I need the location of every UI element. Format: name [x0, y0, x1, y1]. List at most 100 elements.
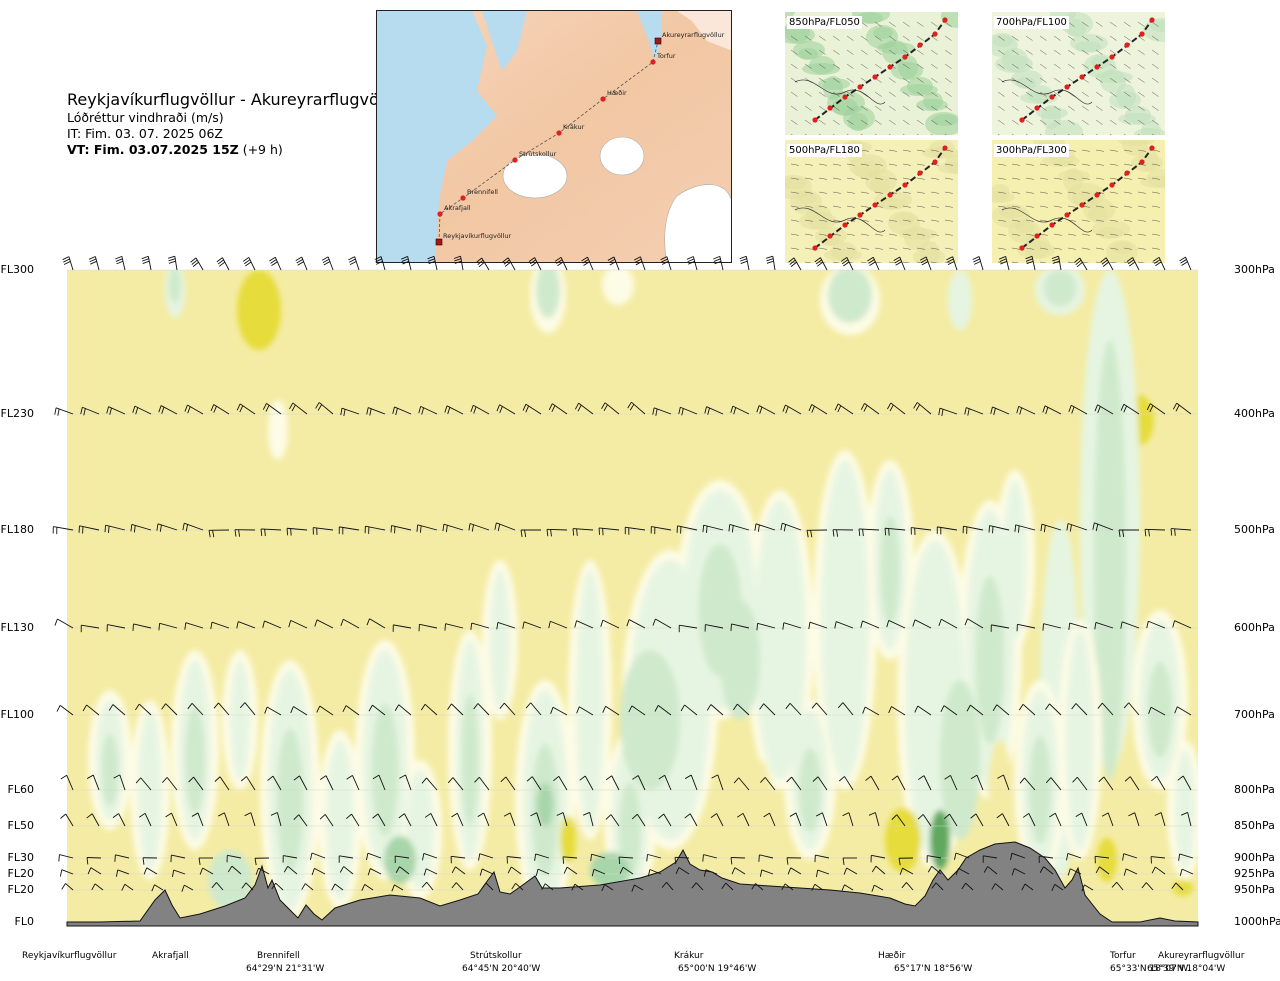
waypoint-coord: 65°39'N 18°04'W — [1147, 964, 1226, 974]
wind-barb — [1148, 706, 1166, 716]
wind-barb — [812, 776, 828, 791]
wind-barb — [837, 702, 854, 716]
wind-barb — [1011, 868, 1026, 876]
wind-barb — [991, 883, 1004, 891]
pressure-level-label: 400hPa — [1234, 407, 1275, 420]
wind-barb — [474, 776, 490, 791]
wind-contour — [326, 740, 354, 900]
wind-barb — [990, 406, 1010, 416]
wind-barb — [470, 622, 490, 631]
flight-level-label: FL100 — [0, 708, 34, 721]
waypoint-name: Brennifell — [257, 951, 300, 961]
wind-barb — [1178, 853, 1194, 861]
wind-barb — [331, 883, 344, 891]
wind-barb — [503, 812, 516, 827]
wind-contour — [1029, 736, 1051, 844]
svg-text:Krákur: Krákur — [563, 123, 585, 131]
wind-contour — [530, 270, 566, 333]
wind-barb — [886, 619, 906, 629]
wind-barb — [1122, 853, 1138, 861]
wind-contour — [1175, 750, 1195, 870]
wind-barb — [996, 813, 1010, 827]
wind-barb — [955, 867, 970, 876]
wind-barb — [898, 857, 914, 866]
wind-barb — [522, 403, 542, 415]
pressure-level-label: 600hPa — [1234, 621, 1275, 634]
wind-barb — [785, 702, 802, 716]
wind-barb — [158, 405, 178, 415]
wind-barb — [130, 524, 152, 533]
wind-contour — [948, 270, 972, 330]
wind-contour — [96, 700, 124, 820]
wind-barb — [1124, 776, 1140, 791]
wind-barb — [239, 702, 256, 716]
wind-barb — [914, 705, 932, 716]
wind-barb — [394, 855, 410, 864]
wind-barb — [706, 704, 724, 716]
map-waypoint: Krákur — [556, 123, 585, 136]
wind-barb — [283, 865, 298, 875]
pressure-level-label: 950hPa — [1234, 883, 1275, 896]
wind-barb — [654, 705, 672, 716]
wind-contour — [101, 734, 119, 806]
wind-barb — [702, 854, 718, 862]
wind-barb — [54, 407, 74, 416]
wind-barb — [1177, 775, 1192, 791]
wind-barb — [865, 775, 880, 791]
wind-barb — [346, 813, 360, 827]
wind-contour — [940, 680, 980, 840]
wind-barb — [782, 622, 802, 630]
wind-contour — [1080, 270, 1140, 770]
level-map-700-svg — [992, 12, 1165, 135]
wind-contour — [1094, 340, 1126, 780]
wind-barb — [728, 524, 750, 533]
wind-barb — [530, 812, 542, 827]
wind-barb — [1128, 812, 1140, 827]
wind-barb — [841, 884, 854, 892]
wind-barb — [112, 813, 126, 827]
wind-barb — [398, 813, 412, 827]
wind-barb — [1042, 623, 1062, 631]
wind-barb — [808, 404, 828, 415]
waypoint-name: Akureyrarflugvöllur — [1158, 951, 1245, 961]
wind-barb — [162, 777, 178, 791]
waypoint-name: Strútskollur — [470, 951, 522, 961]
wind-barb — [321, 256, 334, 271]
wind-barb — [535, 868, 550, 876]
wind-barb — [267, 775, 282, 791]
wind-contour — [630, 560, 710, 840]
wind-barb — [366, 618, 386, 629]
waypoint-name: Torfur — [1110, 951, 1136, 961]
wind-contour — [995, 470, 1035, 650]
wind-barb — [605, 775, 620, 791]
wind-barb — [938, 618, 958, 629]
wind-barb — [661, 882, 674, 891]
wind-contour — [897, 530, 973, 870]
waypoint-name: Hæðir — [878, 951, 906, 961]
level-map-500: 500hPa/FL180 — [785, 140, 958, 263]
wind-barb — [556, 812, 568, 827]
wind-barb — [917, 814, 932, 827]
wind-barb — [392, 406, 412, 416]
wind-contour — [792, 710, 828, 850]
wind-barb — [711, 774, 724, 791]
wind-barb — [420, 703, 438, 716]
wind-barb — [199, 867, 214, 875]
wind-barb — [733, 777, 750, 791]
wind-contour — [1140, 620, 1180, 780]
wind-barb — [168, 255, 178, 271]
wind-barb — [780, 522, 802, 532]
wind-contour — [821, 460, 869, 780]
wind-barb — [59, 869, 74, 877]
wind-contour — [590, 852, 630, 888]
wind-barb — [574, 402, 594, 415]
wind-barb — [479, 868, 494, 876]
wind-barb — [161, 703, 178, 716]
wind-barb — [91, 883, 104, 891]
wind-barb — [80, 406, 100, 416]
wind-contour — [576, 570, 604, 830]
wind-contour — [165, 270, 185, 318]
wind-barb — [390, 525, 412, 534]
issue-time: IT: Fim. 03. 07. 2025 06Z — [67, 126, 223, 141]
waypoint-coord: 64°29'N 21°31'W — [246, 964, 325, 974]
